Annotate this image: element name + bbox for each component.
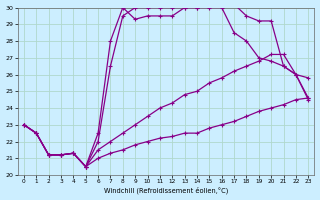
X-axis label: Windchill (Refroidissement éolien,°C): Windchill (Refroidissement éolien,°C) bbox=[104, 187, 228, 194]
